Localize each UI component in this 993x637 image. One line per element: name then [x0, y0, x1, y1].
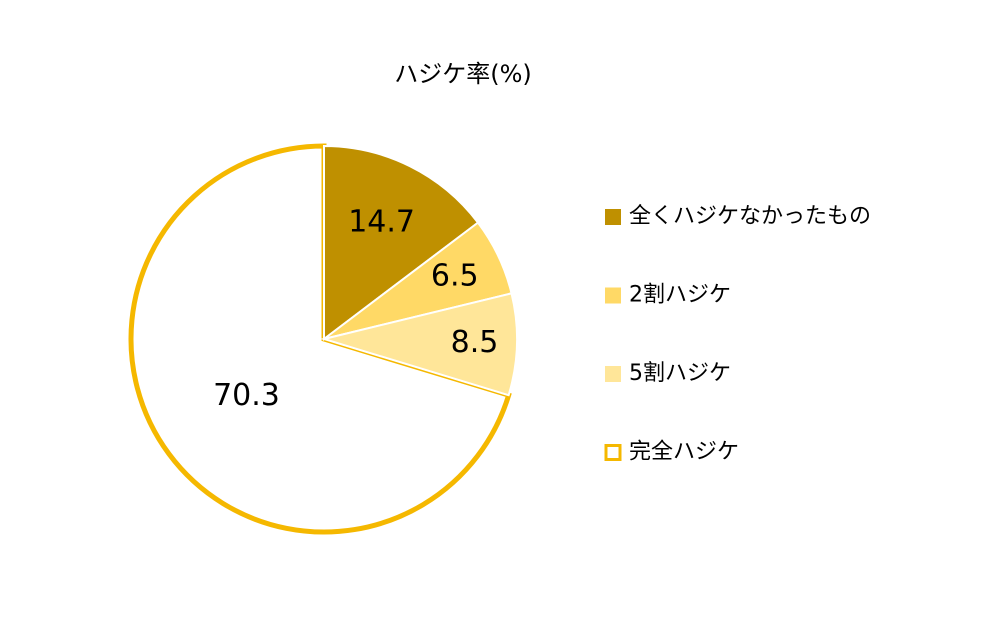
legend-label: 完全ハジケ — [629, 440, 739, 465]
chart-title: ハジケ率(%) — [394, 60, 532, 88]
legend-swatch — [605, 366, 621, 382]
data-label: 70.3 — [213, 378, 280, 413]
legend-label: 5割ハジケ — [629, 361, 731, 386]
legend-swatch — [605, 287, 621, 304]
data-label: 6.5 — [431, 258, 479, 293]
data-label: 14.7 — [348, 205, 415, 240]
legend-label: 全くハジケなかったもの — [629, 204, 871, 229]
pie-slice — [323, 144, 480, 342]
legend-label: 2割ハジケ — [629, 283, 731, 308]
data-label: 8.5 — [451, 325, 499, 360]
pie-slice — [320, 292, 518, 397]
legend-swatch — [604, 444, 622, 461]
legend-swatch — [605, 209, 621, 225]
pie-slice — [128, 143, 512, 535]
